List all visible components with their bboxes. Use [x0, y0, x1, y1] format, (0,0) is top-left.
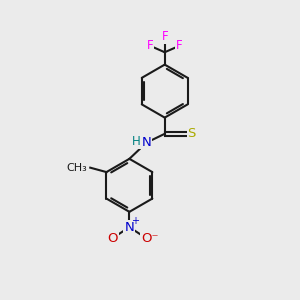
Text: F: F	[147, 39, 153, 52]
Text: CH₃: CH₃	[67, 163, 87, 173]
Text: N: N	[124, 220, 134, 234]
Text: F: F	[176, 39, 183, 52]
Text: N: N	[142, 136, 151, 149]
Text: +: +	[131, 216, 139, 226]
Text: O: O	[107, 232, 118, 245]
Text: F: F	[161, 30, 168, 44]
Text: O⁻: O⁻	[141, 232, 159, 245]
Text: H: H	[132, 135, 140, 148]
Text: S: S	[188, 127, 196, 140]
